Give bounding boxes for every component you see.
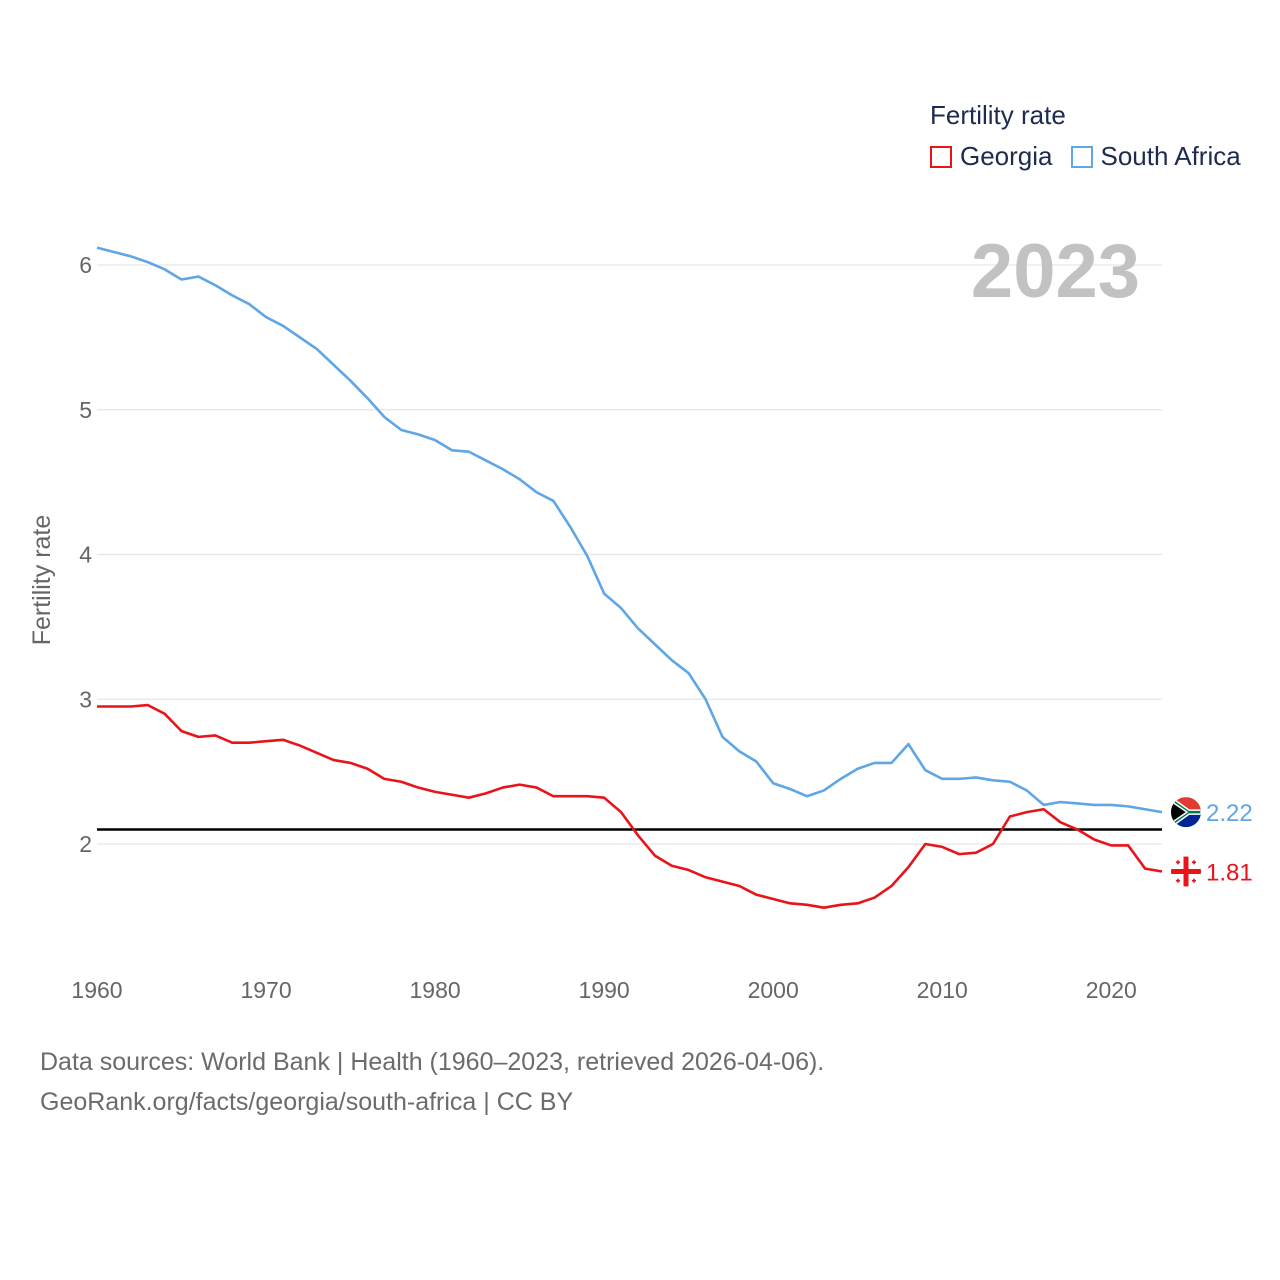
georgia-end-value: 1.81 [1206,860,1253,887]
footer-link[interactable]: GeoRank.org/facts/georgia/south-africa |… [40,1088,574,1116]
x-tick-label: 2020 [1086,977,1137,1003]
series-line-south-africa [96,246,1163,814]
x-tick-label: 1970 [240,977,291,1003]
georgia-flag-icon [1171,856,1201,887]
x-tick-label: 1960 [71,977,122,1003]
footer-sources: Data sources: World Bank | Health (1960–… [40,1048,825,1076]
x-tick-label: 1980 [410,977,461,1003]
x-axis-ticks: 1960 1970 1980 1990 2000 2010 2020 [71,977,1136,1003]
gridlines [97,264,1162,845]
south-africa-flag-icon [1171,797,1201,828]
y-tick-label: 4 [79,542,92,568]
legend-swatch-south-africa [1070,145,1093,168]
end-markers [1171,797,1201,887]
x-tick-label: 2010 [917,977,968,1003]
south-africa-end-value: 2.22 [1206,800,1253,827]
y-axis-title: Fertility rate [28,515,56,646]
legend-label-georgia: Georgia [960,141,1053,171]
legend-items: Georgia South Africa [930,141,1259,172]
x-tick-label: 1990 [579,977,630,1003]
y-axis-ticks: 2 3 4 5 6 [79,252,92,857]
y-tick-label: 6 [79,252,92,278]
series-lines [96,246,1163,909]
y-tick-label: 2 [79,831,92,857]
y-tick-label: 5 [79,397,92,423]
legend-item-georgia[interactable]: Georgia [930,141,1053,172]
legend-swatch-georgia [930,145,952,168]
legend: Fertility rate Georgia South Africa [930,100,1259,172]
year-stamp: 2023 [970,229,1140,314]
legend-title: Fertility rate [930,100,1066,130]
x-tick-label: 2000 [748,977,799,1003]
y-tick-label: 3 [79,686,92,712]
legend-item-south-africa[interactable]: South Africa [1070,141,1241,172]
footer: Data sources: World Bank | Health (1960–… [40,1042,824,1122]
legend-label-south-africa: South Africa [1100,141,1241,171]
series-line-georgia [97,703,1163,909]
